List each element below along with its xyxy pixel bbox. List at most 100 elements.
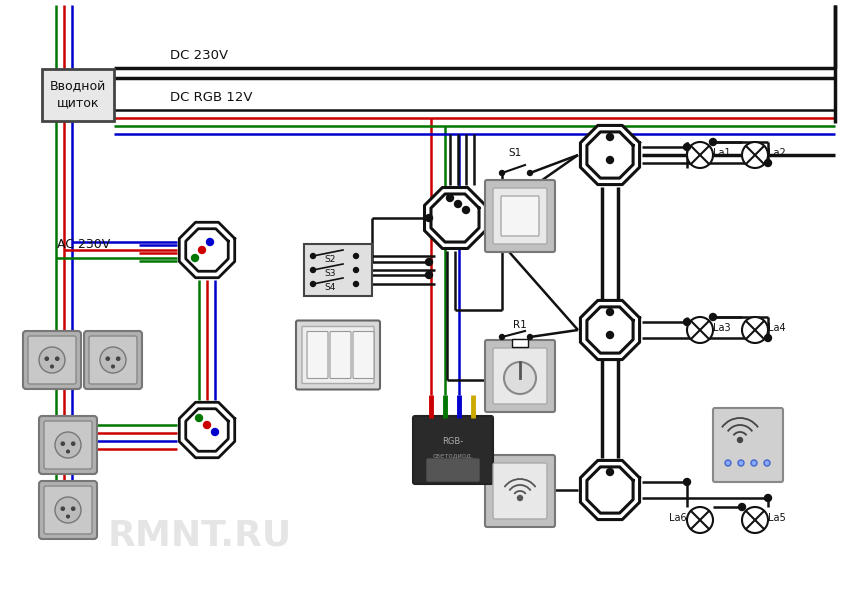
FancyBboxPatch shape bbox=[330, 332, 351, 379]
Circle shape bbox=[687, 507, 713, 533]
FancyBboxPatch shape bbox=[427, 459, 479, 481]
Text: DC RGB 12V: DC RGB 12V bbox=[170, 91, 252, 104]
FancyBboxPatch shape bbox=[23, 331, 81, 389]
Circle shape bbox=[212, 428, 218, 435]
FancyBboxPatch shape bbox=[39, 416, 97, 474]
Text: RMNT.RU: RMNT.RU bbox=[108, 518, 292, 552]
Circle shape bbox=[607, 156, 614, 163]
FancyBboxPatch shape bbox=[28, 336, 76, 384]
Circle shape bbox=[71, 506, 76, 511]
Circle shape bbox=[354, 281, 359, 287]
Circle shape bbox=[751, 460, 757, 466]
Text: La4: La4 bbox=[768, 323, 785, 333]
Circle shape bbox=[207, 238, 213, 245]
Circle shape bbox=[764, 494, 772, 501]
Polygon shape bbox=[179, 222, 235, 278]
Circle shape bbox=[110, 365, 115, 369]
Circle shape bbox=[504, 362, 536, 394]
Circle shape bbox=[710, 313, 717, 320]
Circle shape bbox=[55, 497, 81, 523]
FancyBboxPatch shape bbox=[501, 196, 539, 236]
FancyBboxPatch shape bbox=[493, 463, 547, 519]
Circle shape bbox=[500, 335, 505, 339]
Circle shape bbox=[764, 335, 772, 342]
Text: светодиод.: светодиод. bbox=[433, 452, 473, 458]
Circle shape bbox=[203, 421, 211, 428]
FancyBboxPatch shape bbox=[485, 180, 555, 252]
Text: La5: La5 bbox=[768, 513, 785, 523]
Text: Вводной: Вводной bbox=[50, 80, 106, 93]
Circle shape bbox=[66, 514, 70, 519]
FancyBboxPatch shape bbox=[302, 326, 374, 384]
Circle shape bbox=[742, 317, 768, 343]
Circle shape bbox=[354, 254, 359, 258]
Circle shape bbox=[44, 356, 49, 361]
FancyBboxPatch shape bbox=[296, 320, 380, 389]
Circle shape bbox=[191, 254, 199, 261]
Circle shape bbox=[116, 356, 121, 361]
Polygon shape bbox=[586, 307, 633, 353]
Text: La2: La2 bbox=[768, 148, 785, 158]
Polygon shape bbox=[581, 126, 639, 185]
Circle shape bbox=[50, 365, 54, 369]
FancyBboxPatch shape bbox=[84, 331, 142, 389]
Circle shape bbox=[710, 139, 717, 146]
FancyBboxPatch shape bbox=[413, 416, 493, 484]
Circle shape bbox=[55, 356, 60, 361]
Circle shape bbox=[607, 133, 614, 140]
Circle shape bbox=[725, 460, 731, 466]
Circle shape bbox=[105, 356, 111, 361]
Circle shape bbox=[196, 415, 202, 421]
Polygon shape bbox=[179, 402, 235, 458]
Circle shape bbox=[60, 506, 65, 511]
Circle shape bbox=[100, 347, 126, 373]
Text: щиток: щиток bbox=[57, 97, 99, 110]
Text: La1: La1 bbox=[713, 148, 731, 158]
Circle shape bbox=[607, 309, 614, 316]
Text: S3: S3 bbox=[324, 268, 336, 277]
Text: S4: S4 bbox=[325, 283, 336, 291]
FancyBboxPatch shape bbox=[42, 69, 114, 121]
Circle shape bbox=[687, 142, 713, 168]
Text: AC 230V: AC 230V bbox=[57, 238, 110, 251]
Polygon shape bbox=[431, 194, 479, 242]
Polygon shape bbox=[586, 132, 633, 178]
Circle shape bbox=[446, 195, 454, 202]
Circle shape bbox=[683, 319, 690, 326]
Circle shape bbox=[528, 171, 532, 175]
FancyBboxPatch shape bbox=[713, 408, 783, 482]
Text: La6: La6 bbox=[669, 513, 687, 523]
Polygon shape bbox=[581, 460, 639, 520]
Circle shape bbox=[738, 460, 744, 466]
Circle shape bbox=[60, 441, 65, 446]
Circle shape bbox=[607, 468, 614, 476]
Circle shape bbox=[683, 478, 690, 486]
Text: R1: R1 bbox=[513, 320, 527, 330]
Circle shape bbox=[39, 347, 65, 373]
Circle shape bbox=[683, 143, 690, 150]
Circle shape bbox=[310, 267, 315, 273]
Polygon shape bbox=[424, 188, 485, 248]
Text: S1: S1 bbox=[508, 148, 522, 158]
FancyBboxPatch shape bbox=[304, 244, 372, 296]
Circle shape bbox=[426, 215, 433, 221]
Polygon shape bbox=[581, 300, 639, 359]
Circle shape bbox=[742, 507, 768, 533]
Text: S2: S2 bbox=[325, 254, 336, 264]
Circle shape bbox=[528, 335, 532, 339]
FancyBboxPatch shape bbox=[512, 339, 528, 347]
FancyBboxPatch shape bbox=[44, 486, 92, 534]
Circle shape bbox=[607, 332, 614, 339]
Circle shape bbox=[742, 142, 768, 168]
FancyBboxPatch shape bbox=[307, 332, 328, 379]
Circle shape bbox=[426, 271, 433, 278]
Circle shape bbox=[426, 258, 433, 266]
Text: La3: La3 bbox=[713, 323, 731, 333]
Circle shape bbox=[764, 159, 772, 166]
FancyBboxPatch shape bbox=[44, 421, 92, 469]
FancyBboxPatch shape bbox=[89, 336, 137, 384]
FancyBboxPatch shape bbox=[485, 455, 555, 527]
Circle shape bbox=[687, 317, 713, 343]
Circle shape bbox=[310, 281, 315, 287]
Circle shape bbox=[738, 438, 743, 442]
